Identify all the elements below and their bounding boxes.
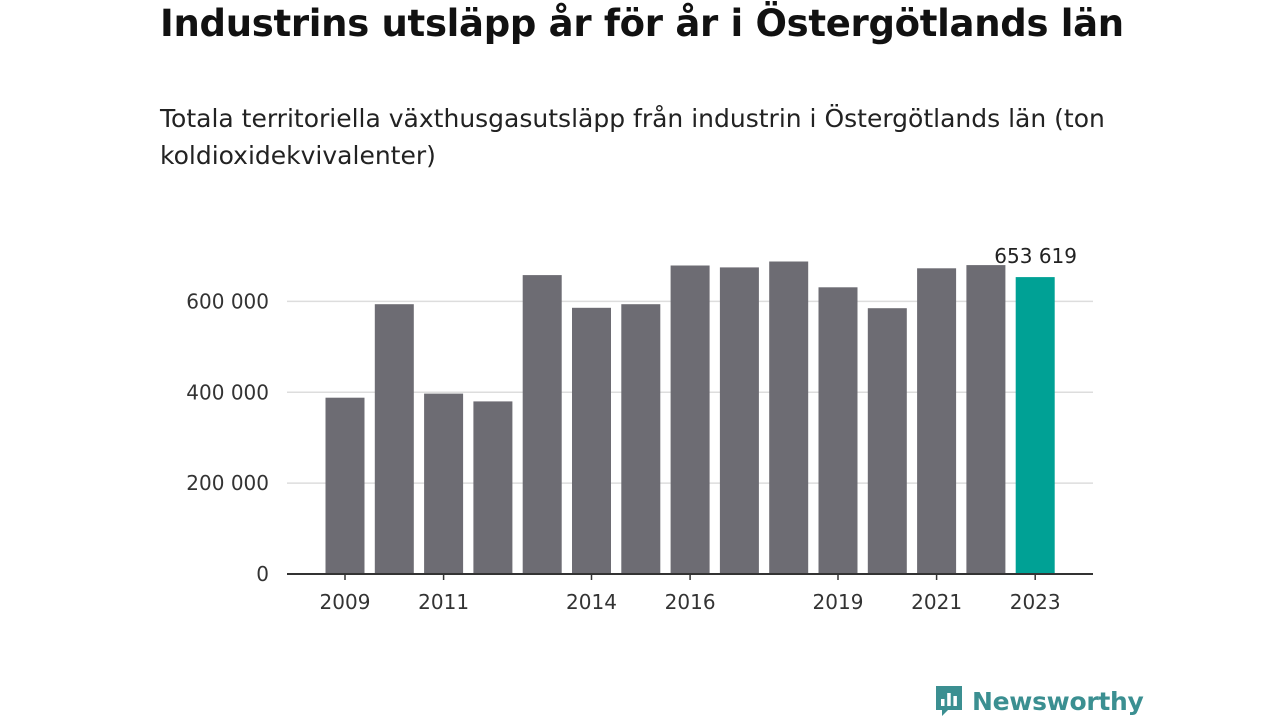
- y-tick-label: 600 000: [186, 289, 269, 313]
- axes: [287, 573, 1093, 580]
- x-tick-label: 2014: [566, 590, 617, 614]
- bar-2009: [325, 397, 365, 574]
- bar-2014: [572, 307, 611, 574]
- x-tick-label: 2021: [911, 590, 962, 614]
- bars: [325, 261, 1055, 574]
- newsworthy-logo-icon: [936, 686, 962, 716]
- bar-2016: [670, 265, 710, 574]
- x-tick-label: 2009: [320, 590, 371, 614]
- x-tick-label: 2016: [665, 590, 716, 614]
- bar-2012: [473, 401, 513, 574]
- highlight-value-label: 653 619: [994, 244, 1077, 268]
- bar-2018: [769, 261, 809, 574]
- chart-subtitle: Totala territoriella växthusgasutsläpp f…: [160, 104, 1105, 170]
- brand-name: Newsworthy: [972, 686, 1144, 716]
- y-tick-label: 0: [256, 562, 269, 586]
- bar-2013: [522, 275, 562, 574]
- y-tick-label: 400 000: [186, 380, 269, 404]
- bar-2011: [424, 393, 464, 574]
- bar-2023: [1015, 277, 1055, 574]
- newsworthy-brand: Newsworthy: [934, 684, 1144, 718]
- y-tick-label: 200 000: [186, 471, 269, 495]
- bar-2021: [917, 268, 957, 574]
- bar-2020: [867, 308, 907, 574]
- chart-title: Industrins utsläpp år för år i Östergötl…: [160, 2, 1124, 45]
- x-tick-label: 2011: [418, 590, 469, 614]
- bar-2015: [621, 304, 661, 574]
- x-tick-label: 2023: [1010, 590, 1061, 614]
- x-tick-label: 2019: [813, 590, 864, 614]
- bar-2022: [966, 265, 1006, 574]
- bar-2010: [374, 304, 414, 574]
- labels: 0 200 000 400 000 600 000 2009 2011 2014 2016 20…: [186, 244, 1077, 614]
- bar-2017: [719, 267, 759, 574]
- bar-2019: [818, 287, 858, 574]
